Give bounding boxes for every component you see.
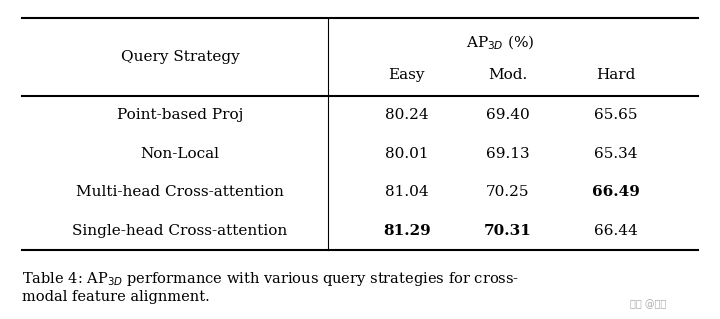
Text: Single-head Cross-attention: Single-head Cross-attention bbox=[73, 224, 287, 238]
Text: Hard: Hard bbox=[596, 68, 635, 82]
Text: 66.44: 66.44 bbox=[594, 224, 637, 238]
Text: 65.65: 65.65 bbox=[594, 108, 637, 122]
Text: 65.34: 65.34 bbox=[594, 147, 637, 161]
Text: 知乎 @黄治: 知乎 @黄治 bbox=[630, 300, 666, 309]
Text: Easy: Easy bbox=[389, 68, 425, 82]
Text: Mod.: Mod. bbox=[488, 68, 527, 82]
Text: Point-based Proj: Point-based Proj bbox=[117, 108, 243, 122]
Text: 69.13: 69.13 bbox=[486, 147, 529, 161]
Text: 69.40: 69.40 bbox=[486, 108, 529, 122]
Text: 70.31: 70.31 bbox=[484, 224, 531, 238]
Text: Multi-head Cross-attention: Multi-head Cross-attention bbox=[76, 185, 284, 199]
Text: AP$_{3D}$ (%): AP$_{3D}$ (%) bbox=[466, 33, 535, 52]
Text: 80.01: 80.01 bbox=[385, 147, 428, 161]
Text: Non-Local: Non-Local bbox=[140, 147, 220, 161]
Text: 81.29: 81.29 bbox=[383, 224, 431, 238]
Text: Table 4: AP$_{3D}$ performance with various query strategies for cross-
modal fe: Table 4: AP$_{3D}$ performance with vari… bbox=[22, 270, 518, 304]
Text: 66.49: 66.49 bbox=[592, 185, 639, 199]
Text: 81.04: 81.04 bbox=[385, 185, 428, 199]
Text: Query Strategy: Query Strategy bbox=[121, 50, 239, 63]
Text: 80.24: 80.24 bbox=[385, 108, 428, 122]
Text: 70.25: 70.25 bbox=[486, 185, 529, 199]
